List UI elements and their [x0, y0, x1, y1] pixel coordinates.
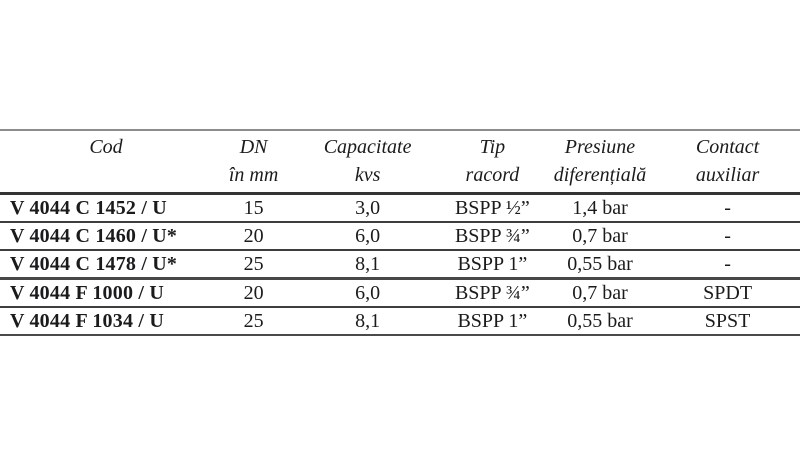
cell-dn: 20 [212, 222, 296, 251]
cell-cod: V 4044 F 1000 / U [0, 278, 212, 308]
header-line2: racord [465, 164, 520, 186]
cell-presiune: 0,55 bar [544, 250, 656, 280]
cell-capacitate: 3,0 [295, 193, 440, 223]
column-header-tip-racord: Tip racord [439, 130, 545, 195]
column-header-contact: Contact auxiliar [655, 130, 800, 195]
cell-tip-racord: BSPP ¾” [439, 278, 545, 308]
header-line2: auxiliar [695, 164, 760, 186]
header-line1: Capacitate [323, 136, 412, 158]
cell-cod: V 4044 F 1034 / U [0, 307, 212, 336]
cell-capacitate: 8,1 [295, 307, 440, 336]
table-row: V 4044 F 1034 / U 25 8,1 BSPP 1” 0,55 ba… [0, 307, 800, 336]
table-row: V 4044 C 1460 / U* 20 6,0 BSPP ¾” 0,7 ba… [0, 222, 800, 251]
header-line1: Presiune [564, 136, 636, 158]
cell-presiune: 0,7 bar [544, 222, 656, 251]
cell-tip-racord: BSPP ¾” [439, 222, 545, 251]
column-header-presiune: Presiune diferențială [544, 130, 656, 195]
cell-tip-racord: BSPP 1” [439, 250, 545, 280]
cell-cod: V 4044 C 1452 / U [0, 193, 212, 223]
table-header: Cod DN în mm Capacitate kvs Tip racord P… [0, 130, 800, 195]
header-line1: Contact [695, 136, 760, 158]
table-body: V 4044 C 1452 / U 15 3,0 BSPP ½” 1,4 bar… [0, 193, 800, 336]
header-line1: Cod [89, 136, 123, 158]
cell-dn: 15 [212, 193, 296, 223]
column-header-dn: DN în mm [212, 130, 296, 195]
table-row: V 4044 C 1478 / U* 25 8,1 BSPP 1” 0,55 b… [0, 250, 800, 280]
cell-dn: 20 [212, 278, 296, 308]
header-line2: în mm [228, 164, 279, 186]
cell-contact: SPST [655, 307, 800, 336]
cell-contact: - [655, 250, 800, 280]
header-line2: diferențială [553, 164, 647, 186]
column-header-cod: Cod [0, 130, 212, 195]
header-line1: DN [239, 136, 268, 158]
table-row: V 4044 C 1452 / U 15 3,0 BSPP ½” 1,4 bar… [0, 193, 800, 223]
cell-contact: - [655, 193, 800, 223]
cell-presiune: 0,55 bar [544, 307, 656, 336]
cell-capacitate: 6,0 [295, 278, 440, 308]
header-line2: kvs [354, 164, 381, 186]
header-line1: Tip [479, 136, 506, 158]
cell-presiune: 1,4 bar [544, 193, 656, 223]
cell-cod: V 4044 C 1478 / U* [0, 250, 212, 280]
cell-contact: - [655, 222, 800, 251]
cell-dn: 25 [212, 250, 296, 280]
cell-tip-racord: BSPP ½” [439, 193, 545, 223]
cell-capacitate: 6,0 [295, 222, 440, 251]
cell-tip-racord: BSPP 1” [439, 307, 545, 336]
table-row: V 4044 F 1000 / U 20 6,0 BSPP ¾” 0,7 bar… [0, 278, 800, 308]
cell-capacitate: 8,1 [295, 250, 440, 280]
cell-contact: SPDT [655, 278, 800, 308]
column-header-capacitate: Capacitate kvs [295, 130, 440, 195]
cell-cod: V 4044 C 1460 / U* [0, 222, 212, 251]
cell-presiune: 0,7 bar [544, 278, 656, 308]
header-line2 [0, 161, 212, 189]
cell-dn: 25 [212, 307, 296, 336]
product-spec-table: Cod DN în mm Capacitate kvs Tip racord P… [0, 129, 800, 336]
header-row: Cod DN în mm Capacitate kvs Tip racord P… [0, 130, 800, 195]
